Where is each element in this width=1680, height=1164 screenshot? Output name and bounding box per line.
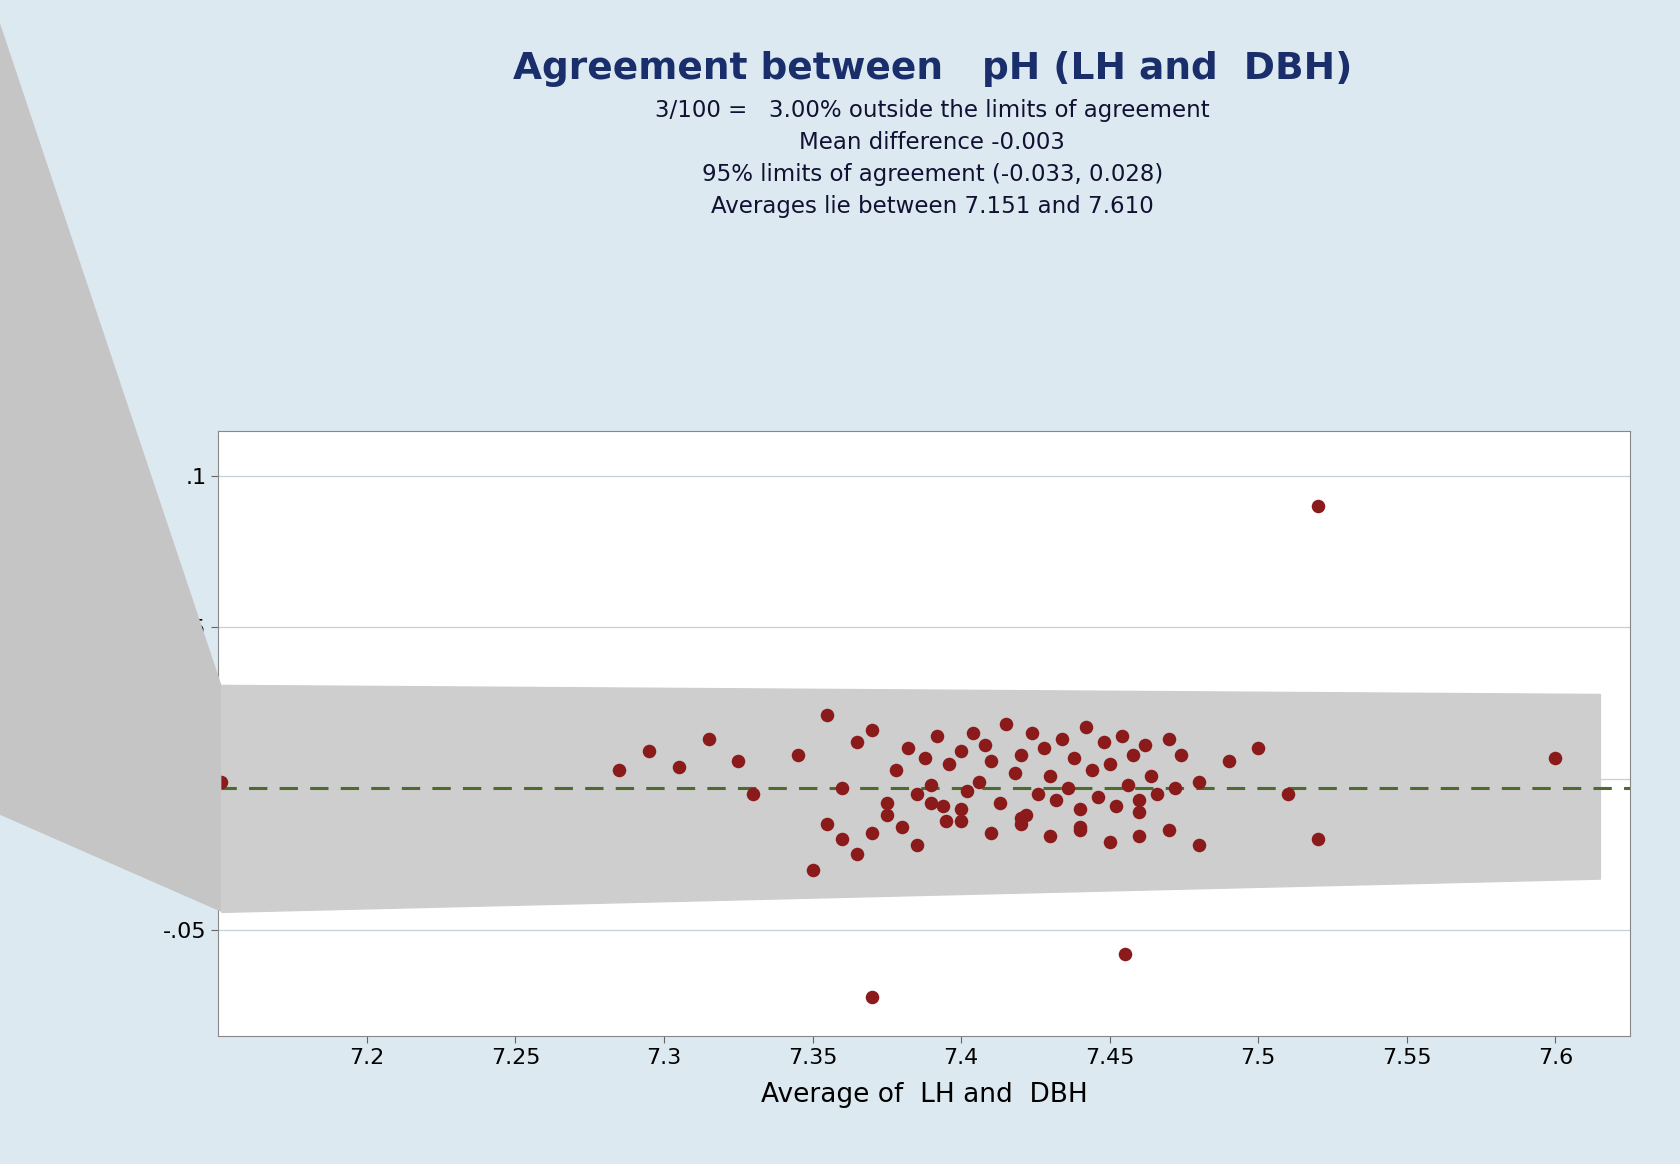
Point	[739, 785, 766, 803]
Point	[917, 775, 944, 794]
Point	[1114, 775, 1141, 794]
Point	[959, 724, 986, 743]
Point	[1090, 733, 1117, 752]
Point	[948, 800, 974, 818]
Point	[1072, 718, 1099, 737]
Point	[1186, 773, 1213, 792]
Point	[1079, 760, 1105, 779]
Point	[924, 728, 951, 746]
Point	[1304, 497, 1331, 516]
X-axis label: Average of  LH and  DBH: Average of LH and DBH	[761, 1081, 1087, 1108]
Point	[882, 760, 909, 779]
Point	[948, 743, 974, 761]
Point	[986, 794, 1013, 812]
Point	[874, 805, 900, 824]
Point	[1304, 830, 1331, 849]
Point	[1067, 818, 1094, 837]
Point	[1110, 945, 1137, 964]
Point	[828, 830, 855, 849]
Point	[993, 715, 1020, 733]
Point	[1020, 724, 1047, 743]
Point	[1084, 788, 1110, 807]
Point	[1186, 836, 1213, 854]
Point	[696, 730, 722, 748]
Point	[954, 781, 981, 800]
Point	[858, 987, 885, 1006]
Point	[1032, 739, 1058, 758]
Point	[1067, 821, 1094, 839]
Point	[1245, 739, 1272, 758]
Point	[1275, 785, 1302, 803]
Point	[1013, 805, 1040, 824]
Point	[1102, 796, 1129, 815]
Point	[894, 739, 921, 758]
Point	[936, 754, 963, 773]
Point	[1132, 736, 1159, 754]
Point	[828, 779, 855, 797]
Polygon shape	[0, 23, 222, 911]
Point	[665, 758, 692, 776]
Point	[932, 811, 959, 830]
Point	[1542, 748, 1569, 767]
Point	[858, 721, 885, 739]
Point	[1048, 730, 1075, 748]
Point	[912, 748, 939, 767]
Text: Agreement between   pH (LH and  DBH): Agreement between pH (LH and DBH)	[512, 51, 1352, 87]
Point	[1097, 754, 1124, 773]
Point	[1156, 821, 1183, 839]
Point	[1109, 728, 1136, 746]
Point	[971, 736, 998, 754]
Point	[1215, 751, 1242, 769]
Point	[917, 794, 944, 812]
Point	[1006, 815, 1033, 833]
Point	[724, 751, 751, 769]
Point	[1137, 766, 1164, 785]
Point	[843, 733, 870, 752]
Point	[978, 824, 1005, 843]
Point	[606, 760, 633, 779]
Point	[1097, 833, 1124, 852]
Point	[208, 773, 235, 792]
Point	[948, 811, 974, 830]
Point	[1126, 826, 1152, 845]
Point	[1025, 785, 1052, 803]
Point	[635, 743, 662, 761]
Point	[815, 705, 842, 724]
Point	[904, 785, 931, 803]
Point	[874, 794, 900, 812]
Point	[1006, 745, 1033, 764]
Point	[785, 745, 811, 764]
Point	[815, 815, 842, 833]
Point	[929, 796, 956, 815]
Point	[1126, 803, 1152, 822]
Point	[1043, 790, 1070, 809]
Point	[904, 836, 931, 854]
Point	[1060, 748, 1087, 767]
Point	[1006, 809, 1033, 828]
Point	[978, 751, 1005, 769]
Point	[966, 773, 993, 792]
Text: 3/100 =   3.00% outside the limits of agreement
Mean difference -0.003
95% limit: 3/100 = 3.00% outside the limits of agre…	[655, 99, 1210, 218]
Point	[1144, 785, 1171, 803]
Point	[858, 824, 885, 843]
Point	[889, 818, 916, 837]
Point	[1168, 745, 1194, 764]
Point	[1037, 826, 1063, 845]
Point	[843, 845, 870, 864]
Point	[1121, 745, 1147, 764]
Point	[1067, 800, 1094, 818]
Point	[1037, 766, 1063, 785]
Point	[1126, 790, 1152, 809]
Point	[1161, 779, 1188, 797]
Point	[800, 860, 827, 879]
Point	[1156, 730, 1183, 748]
Point	[1001, 764, 1028, 782]
Point	[1055, 779, 1082, 797]
